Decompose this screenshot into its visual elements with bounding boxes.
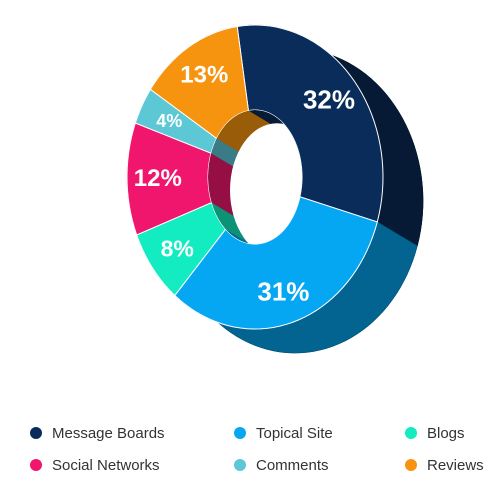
- legend-label-blogs: Blogs: [427, 424, 465, 442]
- legend-label-message-boards: Message Boards: [52, 424, 165, 442]
- hole-wall-social-networks: [208, 153, 234, 216]
- legend-dot-topical-site: [234, 427, 246, 439]
- legend-dot-message-boards: [30, 427, 42, 439]
- legend-dot-social-networks: [30, 459, 42, 471]
- hole-wall-comments: [211, 138, 239, 167]
- legend-item-topical-site[interactable]: Topical Site: [234, 420, 333, 446]
- donut-top-layer: [126, 24, 384, 330]
- legend-item-blogs[interactable]: Blogs: [405, 420, 465, 446]
- slice-label-reviews: 13%: [180, 61, 228, 88]
- slice-label-comments: 4%: [156, 111, 182, 131]
- hole-wall-blogs: [211, 202, 248, 243]
- legend-label-social-networks: Social Networks: [52, 456, 160, 474]
- legend-label-reviews: Reviews: [427, 456, 484, 474]
- donut-chart-svg: 32% 31% 8% 12% 4% 13%: [126, 24, 424, 354]
- slice-label-blogs: 8%: [161, 236, 194, 262]
- legend-dot-reviews: [405, 459, 417, 471]
- legend-label-topical-site: Topical Site: [256, 424, 333, 442]
- legend-item-comments[interactable]: Comments: [234, 452, 329, 478]
- legend-dot-comments: [234, 459, 246, 471]
- legend: Message Boards Topical Site Blogs Social…: [30, 420, 504, 484]
- legend-item-social-networks[interactable]: Social Networks: [30, 452, 160, 478]
- legend-item-reviews[interactable]: Reviews: [405, 452, 484, 478]
- legend-label-comments: Comments: [256, 456, 329, 474]
- donut-labels: 32% 31% 8% 12% 4% 13%: [134, 61, 355, 306]
- slice-label-social-networks: 12%: [134, 165, 182, 192]
- slice-label-message-boards: 32%: [303, 84, 355, 114]
- legend-item-message-boards[interactable]: Message Boards: [30, 420, 165, 446]
- legend-dot-blogs: [405, 427, 417, 439]
- slice-label-topical-site: 31%: [257, 277, 309, 307]
- hole-wall-reviews: [216, 110, 271, 152]
